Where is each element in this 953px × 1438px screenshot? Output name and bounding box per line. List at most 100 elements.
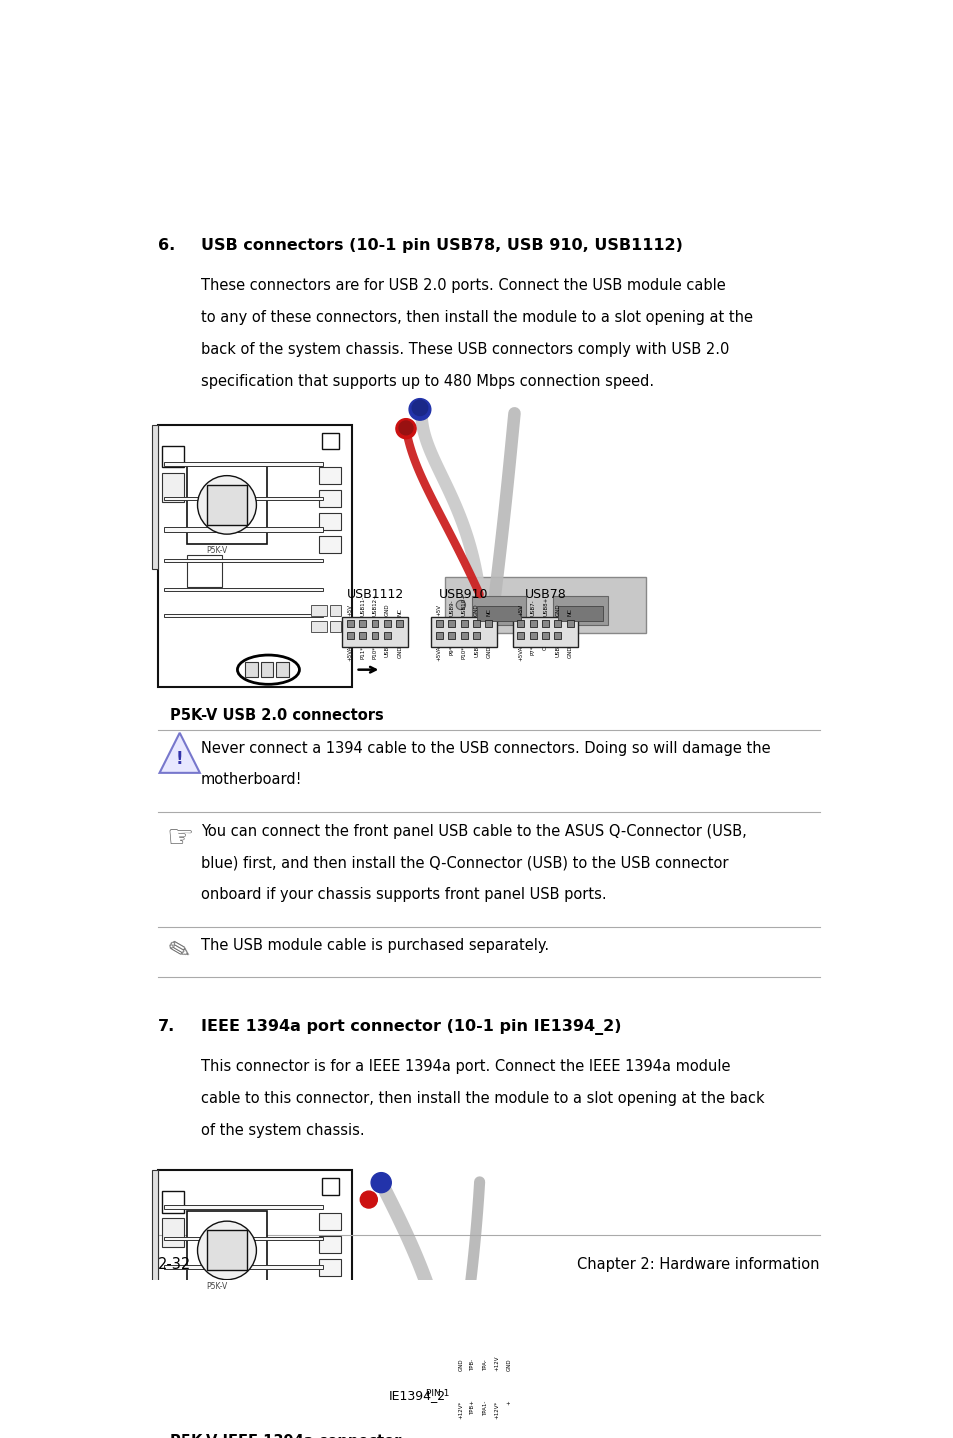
Text: P5K-V USB 2.0 connectors: P5K-V USB 2.0 connectors — [170, 707, 383, 723]
Text: GND: GND — [506, 1359, 511, 1372]
Circle shape — [395, 418, 416, 439]
Bar — [330, 621, 340, 631]
Bar — [319, 467, 340, 485]
Text: to any of these connectors, then install the module to a slot opening at the: to any of these connectors, then install… — [200, 311, 752, 325]
Bar — [383, 620, 391, 627]
Bar — [319, 1212, 340, 1229]
Bar — [164, 1294, 323, 1299]
Text: IE1394_2: IE1394_2 — [389, 1389, 446, 1402]
Bar — [529, 631, 536, 638]
Bar — [164, 528, 323, 532]
Text: GND: GND — [567, 646, 572, 659]
Text: USB: USB — [384, 646, 390, 657]
Text: TPB-: TPB- — [470, 1359, 475, 1372]
Bar — [311, 605, 327, 615]
Bar — [558, 605, 602, 621]
Text: GND: GND — [396, 646, 402, 659]
Bar — [427, 1336, 456, 1359]
Bar — [383, 631, 391, 638]
Bar — [476, 605, 521, 621]
Bar — [311, 1352, 327, 1362]
Bar — [346, 620, 354, 627]
Text: !: ! — [175, 751, 183, 768]
Text: USB: USB — [555, 646, 559, 657]
Bar — [346, 631, 354, 638]
Text: USB910: USB910 — [439, 588, 488, 601]
Bar — [276, 1388, 289, 1403]
Bar — [187, 555, 222, 587]
Bar — [319, 1258, 340, 1276]
Bar — [473, 631, 479, 638]
Bar — [162, 473, 183, 502]
Bar — [436, 620, 442, 627]
Bar — [541, 631, 548, 638]
Text: P11*: P11* — [359, 646, 365, 659]
Circle shape — [409, 398, 431, 420]
Text: P7*: P7* — [530, 646, 535, 656]
Text: 7.: 7. — [158, 1020, 175, 1034]
Text: blue) first, and then install the Q-Connector (USB) to the USB connector: blue) first, and then install the Q-Conn… — [200, 856, 727, 870]
Polygon shape — [159, 733, 199, 772]
Text: onboard if your chassis supports front panel USB ports.: onboard if your chassis supports front p… — [200, 887, 605, 902]
Bar — [395, 620, 403, 627]
Text: USB8+: USB8+ — [542, 597, 547, 615]
Text: +12V: +12V — [494, 1356, 499, 1372]
Text: P5K-V: P5K-V — [206, 546, 227, 555]
Text: motherboard!: motherboard! — [200, 772, 302, 788]
Text: P5K-V IEEE 1394a connector: P5K-V IEEE 1394a connector — [170, 1435, 400, 1438]
Bar — [460, 631, 467, 638]
Bar — [554, 620, 560, 627]
Bar — [158, 1171, 352, 1414]
Bar — [162, 446, 183, 467]
Text: +5V: +5V — [436, 604, 441, 615]
Bar — [473, 620, 479, 627]
Bar — [448, 620, 455, 627]
Text: cable to this connector, then install the module to a slot opening at the back: cable to this connector, then install th… — [200, 1091, 763, 1106]
Bar — [260, 661, 273, 677]
Bar — [152, 1171, 158, 1304]
Text: ☞: ☞ — [166, 824, 193, 853]
Bar — [460, 620, 467, 627]
Bar — [431, 617, 497, 647]
Bar — [164, 462, 323, 466]
Bar — [319, 1235, 340, 1252]
Bar — [187, 1288, 222, 1320]
Text: PIN 1: PIN 1 — [425, 1389, 449, 1398]
Text: +5V: +5V — [347, 604, 353, 615]
Text: TPA1-: TPA1- — [482, 1401, 487, 1416]
Text: P10*: P10* — [372, 646, 377, 659]
Text: P9*: P9* — [449, 646, 454, 656]
Text: +: + — [506, 1401, 511, 1405]
Text: These connectors are for USB 2.0 ports. Connect the USB module cable: These connectors are for USB 2.0 ports. … — [200, 278, 724, 293]
Bar — [164, 614, 323, 617]
Text: 2-32: 2-32 — [158, 1257, 191, 1271]
Bar — [207, 1231, 247, 1270]
Bar — [541, 620, 548, 627]
Bar — [245, 1388, 257, 1403]
Text: NC: NC — [567, 608, 572, 615]
Text: Never connect a 1394 cable to the USB connectors. Doing so will damage the: Never connect a 1394 cable to the USB co… — [200, 741, 769, 755]
Text: GND: GND — [384, 603, 390, 615]
Text: TPB+: TPB+ — [470, 1401, 475, 1415]
Circle shape — [398, 421, 413, 434]
Bar — [164, 1346, 323, 1349]
Bar — [245, 661, 257, 677]
Bar — [330, 1352, 340, 1362]
Bar — [330, 1336, 340, 1347]
Text: specification that supports up to 480 Mbps connection speed.: specification that supports up to 480 Mb… — [200, 374, 653, 388]
Text: +5VA: +5VA — [347, 646, 353, 661]
Text: P5K-V: P5K-V — [206, 1283, 227, 1291]
Bar — [164, 1237, 323, 1240]
Bar — [485, 620, 492, 627]
Bar — [322, 433, 339, 450]
Text: P10*: P10* — [461, 646, 466, 659]
Text: Chapter 2: Hardware information: Chapter 2: Hardware information — [577, 1257, 819, 1271]
Bar — [162, 1191, 183, 1212]
Bar — [164, 559, 323, 562]
Bar — [481, 1376, 488, 1382]
Bar — [470, 1376, 476, 1382]
Bar — [358, 631, 366, 638]
Text: USB7-: USB7- — [530, 600, 535, 615]
Bar — [260, 1388, 273, 1403]
Bar — [311, 621, 327, 631]
